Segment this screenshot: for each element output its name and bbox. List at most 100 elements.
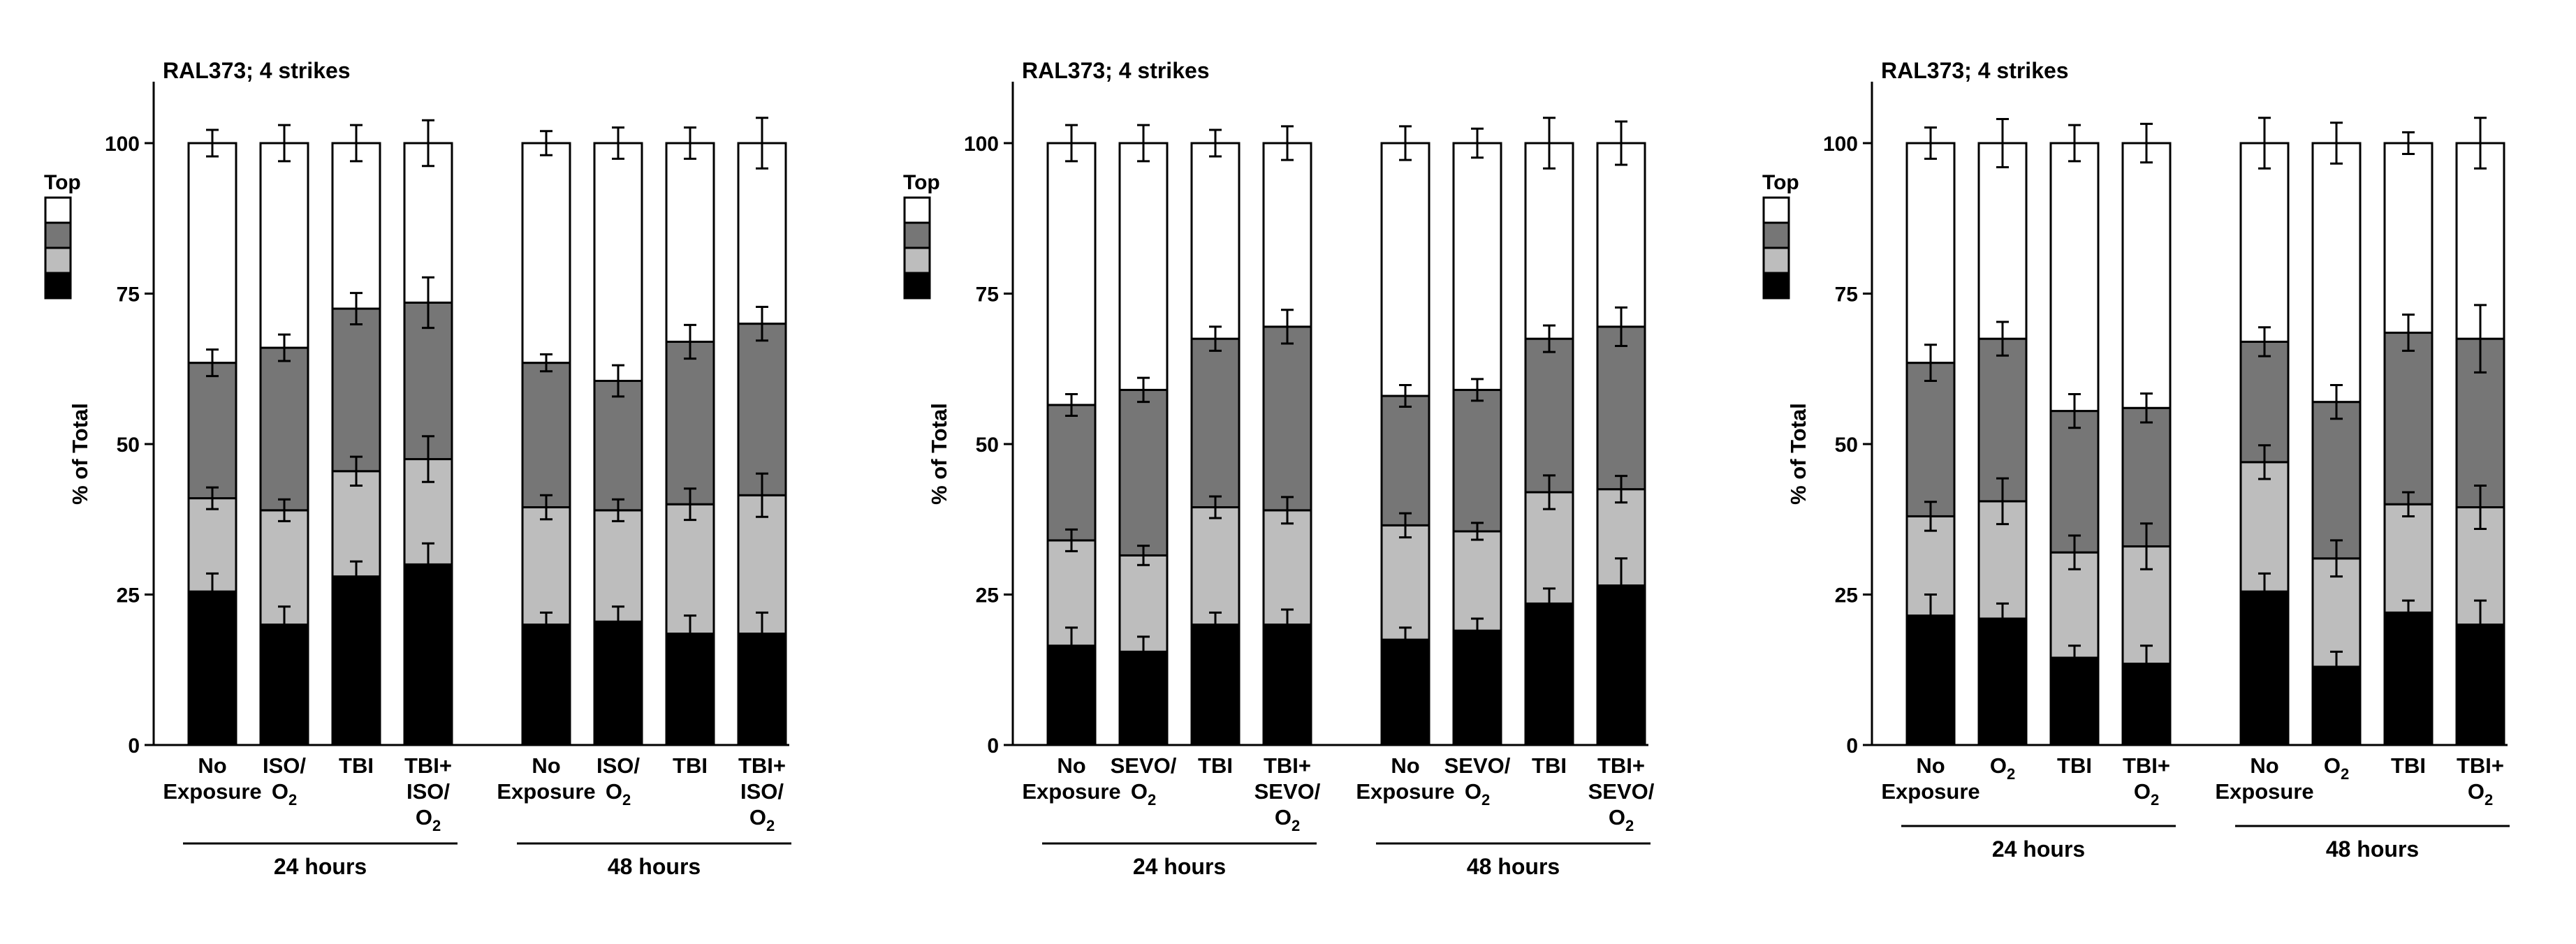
error-bar: [684, 126, 696, 160]
x-tick-label: No: [2250, 753, 2278, 778]
legend-swatch: [903, 196, 931, 224]
error-bar: [2330, 539, 2343, 578]
error-bar: [2068, 124, 2081, 163]
error-bar: [1996, 602, 2009, 635]
y-tick-label: 100: [105, 133, 140, 156]
bar-segment: [1380, 524, 1430, 641]
bar-segment: [1190, 142, 1241, 340]
error-bar: [2140, 122, 2153, 164]
error-bar: [684, 614, 696, 653]
error-bar: [1281, 309, 1294, 345]
bar-segment: [737, 633, 787, 746]
x-tick-label: SEVO/: [1444, 753, 1511, 778]
legend-swatch: [44, 272, 72, 300]
bar-segment: [331, 575, 381, 746]
error-bar: [422, 542, 434, 587]
x-tick-label: SEVO/: [1254, 779, 1321, 804]
bar-segment: [2049, 142, 2100, 413]
error-bar: [1471, 522, 1484, 541]
error-bar: [350, 292, 363, 325]
error-bar: [1209, 325, 1222, 352]
bar-segment: [1905, 142, 1956, 364]
error-bar: [1209, 495, 1222, 519]
bar-segment: [1118, 142, 1169, 391]
error-bar: [1399, 125, 1412, 161]
bar-segment: [665, 340, 715, 506]
y-tick-label: 100: [1823, 133, 1858, 156]
error-bar: [1924, 344, 1937, 382]
error-bar: [1399, 512, 1412, 539]
legend-swatch: [1762, 221, 1790, 249]
x-tick-label: Exposure: [1022, 779, 1120, 804]
error-bar: [2402, 131, 2415, 156]
bar-segment: [403, 142, 453, 304]
error-bar: [2068, 534, 2081, 570]
bar-segment: [2239, 461, 2290, 593]
bar-segment: [521, 624, 571, 746]
chart-title: RAL373; 4 strikes: [163, 58, 351, 83]
y-tick-label: 25: [976, 584, 999, 607]
bar-segment: [737, 323, 787, 496]
error-bar: [278, 333, 291, 362]
error-bar: [756, 305, 768, 342]
error-bar: [612, 605, 624, 638]
error-bar: [350, 560, 363, 593]
bar-segment: [665, 142, 715, 343]
bar-segment: [737, 142, 787, 325]
error-bar: [1615, 120, 1627, 166]
error-bar: [2330, 650, 2343, 683]
x-tick-label: No: [1057, 753, 1085, 778]
error-bar: [1137, 376, 1150, 404]
error-bar: [1281, 608, 1294, 641]
error-bar: [2474, 304, 2487, 374]
error-bar: [2140, 644, 2153, 683]
y-tick-label: 75: [117, 283, 140, 307]
error-bar: [1209, 128, 1222, 158]
error-bar: [206, 128, 219, 158]
error-bar: [2402, 314, 2415, 352]
error-bar: [1615, 475, 1627, 504]
legend-swatch: [1762, 272, 1790, 300]
error-bar: [2258, 117, 2271, 170]
error-bar: [2068, 644, 2081, 671]
legend-swatch: [44, 221, 72, 249]
error-bar: [1471, 617, 1484, 644]
x-tick-label: TBI: [1198, 753, 1233, 778]
error-bar: [2474, 117, 2487, 170]
error-bar: [2258, 572, 2271, 611]
error-bar: [1065, 124, 1078, 163]
bar-segment: [1524, 142, 1574, 340]
error-bar: [206, 486, 219, 510]
bar-segment: [1118, 388, 1169, 556]
error-bar: [1543, 474, 1556, 510]
bar-segment: [1596, 142, 1646, 328]
legend-swatch: [903, 272, 931, 300]
error-bar: [612, 126, 624, 160]
legend-swatch: [44, 196, 72, 224]
error-bar: [278, 498, 291, 522]
bar-segment: [331, 142, 381, 310]
y-tick-label: 75: [1835, 283, 1858, 307]
error-bar: [1281, 125, 1294, 161]
legend-swatch: [903, 221, 931, 249]
bar-segment: [1190, 624, 1241, 746]
bar-segment: [2311, 142, 2362, 404]
legend-swatch: [1762, 196, 1790, 224]
error-bar: [1996, 118, 2009, 168]
error-bar: [2068, 392, 2081, 429]
error-bar: [2140, 392, 2153, 424]
error-bar: [540, 494, 552, 521]
error-bar: [1996, 477, 2009, 526]
error-bar: [1399, 384, 1412, 408]
bar-segment: [2383, 332, 2434, 506]
bar-segment: [1190, 337, 1241, 509]
bar-segment: [2311, 401, 2362, 560]
error-bar: [278, 124, 291, 163]
error-bar: [1615, 306, 1627, 347]
chart-panel-1: RAL373; 4 strikes % of Total 0 25 50 75 100 Top…: [44, 58, 791, 879]
chart-panel-3: RAL373; 4 strikes % of Total 0 25 50 75 100 Top…: [1762, 58, 2510, 862]
y-axis-label: % of Total: [1786, 403, 1810, 505]
bar-segment: [2049, 656, 2100, 746]
bar-segment: [259, 142, 309, 349]
